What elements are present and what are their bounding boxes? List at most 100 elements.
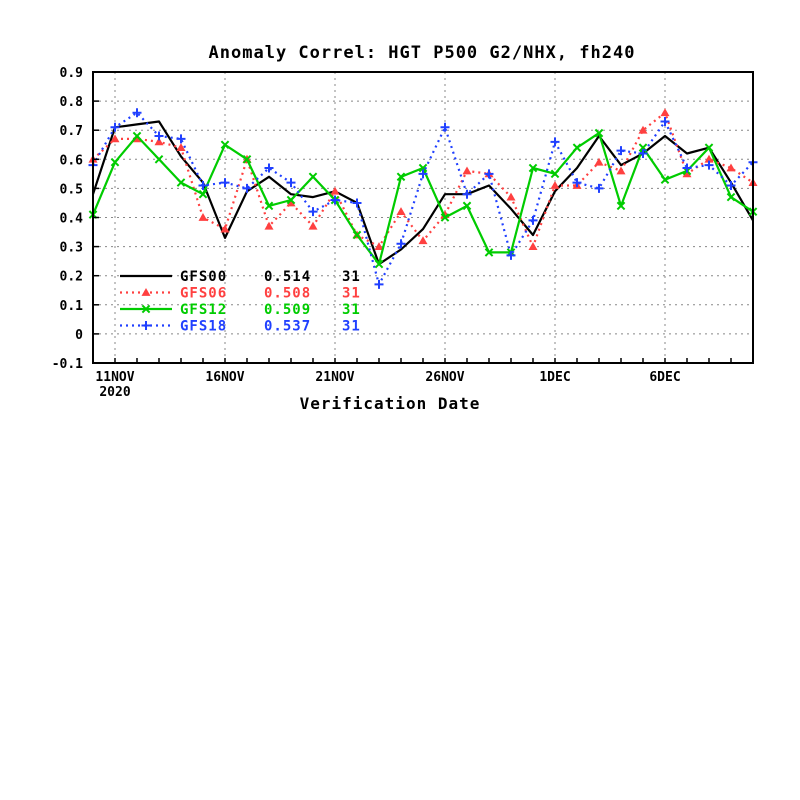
triangle-marker [141,288,151,296]
plus-marker [220,178,230,188]
x-marker [528,163,538,173]
triangle-marker [704,154,714,163]
legend-mean: 0.508 [264,286,311,302]
triangle-marker [198,213,208,221]
triangle-marker [550,180,560,189]
legend-entry-gfs18: GFS18 0.537 31 [120,319,361,335]
x-marker [220,140,230,150]
y-axis: 0.9 0.8 0.7 0.6 0.5 0.4 0.3 0.2 0.1 0 -0.1 [52,66,99,372]
grid [93,71,753,364]
chart-title: Anomaly Correl: HGT P500 G2/NHX, fh240 [209,43,636,63]
x-marker [440,213,450,222]
y-tick-label: 0.1 [60,299,84,314]
triangle-marker [594,157,604,166]
plus-marker [594,183,604,193]
x-marker [660,175,670,184]
triangle-marker [660,108,670,117]
plus-marker [726,180,736,190]
plus-marker [242,183,252,193]
y-tick-label: 0.6 [60,153,84,168]
x-marker [242,154,252,164]
plus-marker [264,163,274,173]
triangle-marker [220,224,230,233]
triangle-marker [374,242,384,250]
legend-name: GFS00 [180,269,227,285]
plus-marker [352,198,362,208]
plus-marker [528,215,538,225]
x-marker [572,143,582,152]
plus-marker [506,250,516,260]
plus-marker [396,239,406,249]
legend-name: GFS18 [180,319,227,335]
triangle-marker [110,134,120,143]
plus-marker [462,189,472,199]
series-line-gfs18 [92,111,754,286]
triangle-marker [176,143,186,152]
x-marker [110,157,120,167]
x-marker [704,143,714,152]
x-tick-label: 21NOV [315,370,354,385]
x-tick-sublabel: 2020 [99,385,130,400]
plus-marker [286,178,296,188]
x-marker [594,128,604,138]
plus-marker [440,122,450,132]
triangle-marker [264,221,274,230]
triangle-marker [638,125,648,134]
x-marker [264,201,274,211]
y-tick-label: 0.2 [60,270,83,285]
x-marker [616,201,626,211]
x-marker [308,172,318,182]
legend-mean: 0.514 [264,269,311,285]
plus-marker [308,207,318,217]
plus-marker [550,137,560,147]
plus-marker [660,116,670,126]
x-axis-label: Verification Date [300,394,481,413]
y-tick-label: -0.1 [52,357,83,372]
plus-marker [682,163,692,173]
triangle-marker [528,242,538,250]
triangle-marker [418,236,428,245]
plus-marker [418,169,428,179]
y-tick-label: 0.3 [60,241,83,256]
legend-mean: 0.509 [264,302,311,318]
x-tick-label: 6DEC [649,370,680,385]
x-marker [462,201,472,211]
x-tick-label: 26NOV [425,370,464,385]
x-marker [418,163,428,173]
plus-marker [616,146,626,156]
plus-marker [141,321,151,330]
plus-marker [198,180,208,190]
x-marker [154,154,164,164]
plus-marker [704,160,714,170]
x-tick-label: 11NOV [95,370,134,385]
series-gfs06 [88,108,758,250]
legend-entry-gfs12: GFS12 0.509 31 [120,302,360,318]
plus-marker [132,108,142,118]
x-tick-label: 16NOV [205,370,244,385]
x-marker [198,189,208,199]
series-gfs18 [88,108,758,289]
plus-marker [572,178,582,188]
y-tick-label: 0.7 [60,124,83,139]
plus-marker [330,195,340,205]
triangle-marker [330,186,340,195]
plus-marker [154,131,164,141]
y-tick-label: 0.4 [60,212,84,227]
triangle-marker [154,137,164,146]
x-marker [726,192,736,202]
triangle-marker [616,166,626,175]
plus-marker [484,169,494,179]
legend-count: 31 [342,319,361,335]
x-marker [396,172,406,182]
x-marker [374,259,384,269]
y-tick-label: 0.5 [60,182,83,197]
y-tick-label: 0.8 [60,95,84,110]
y-tick-label: 0 [75,328,83,343]
legend-name: GFS06 [180,286,227,302]
triangle-marker [308,221,318,230]
x-marker [352,230,362,240]
legend-name: GFS12 [180,302,227,318]
x-marker [484,248,494,257]
